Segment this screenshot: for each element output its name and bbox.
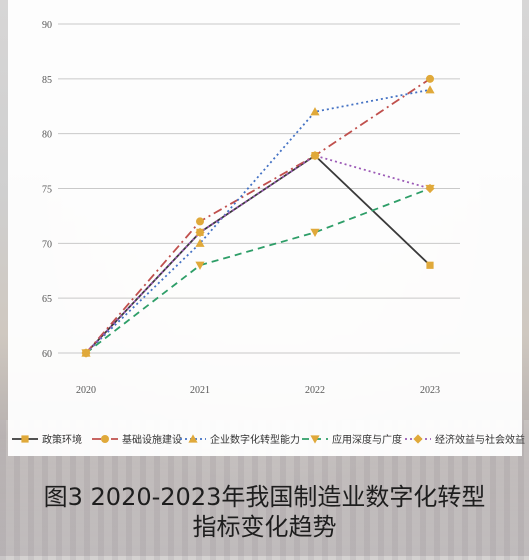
y-tick-label: 80 xyxy=(42,130,52,141)
legend-item: 政策环境 xyxy=(12,433,82,446)
chart-panel xyxy=(8,0,522,456)
series-line-4 xyxy=(85,187,431,354)
legend-marker xyxy=(101,435,109,443)
series-line-3 xyxy=(85,88,431,354)
series-2-point xyxy=(196,217,204,226)
legend-label: 应用深度与广度 xyxy=(332,433,402,446)
y-tick-label: 60 xyxy=(42,349,52,360)
legend-marker xyxy=(188,434,198,443)
series-1-point xyxy=(426,261,434,269)
line-chart: 60 65 70 75 80 85 90 2020 2021 2022 2023 政策环境 基础设施建设… xyxy=(12,20,525,446)
legend-marker xyxy=(413,434,423,444)
legend-label: 政策环境 xyxy=(42,433,82,446)
legend-marker xyxy=(310,435,320,444)
legend-item: 基础设施建设 xyxy=(92,433,182,446)
series-5-point xyxy=(195,227,205,237)
x-tick-label: 2023 xyxy=(420,385,440,396)
legend-label: 基础设施建设 xyxy=(122,433,182,446)
y-tick-label: 65 xyxy=(42,294,52,305)
series-4-point xyxy=(310,228,320,237)
legend-item: 企业数字化转型能力 xyxy=(180,433,300,446)
y-tick-label: 70 xyxy=(42,239,52,250)
legend-item: 经济效益与社会效益 xyxy=(405,433,525,446)
caption-line-2: 指标变化趋势 xyxy=(192,513,337,541)
caption-line-1: 图3 2020-2023年我国制造业数字化转型 xyxy=(43,483,486,511)
legend-item: 应用深度与广度 xyxy=(302,433,402,446)
series-line-5 xyxy=(85,154,431,354)
legend-label: 企业数字化转型能力 xyxy=(210,433,300,446)
series-5-point xyxy=(425,183,435,194)
series-5-point xyxy=(81,348,91,358)
series-3-point xyxy=(195,238,205,247)
y-tick-label: 90 xyxy=(42,20,52,31)
legend-marker xyxy=(21,435,29,443)
legend-label: 经济效益与社会效益 xyxy=(435,433,525,446)
series-line-2 xyxy=(85,78,431,354)
y-tick-label: 85 xyxy=(42,75,52,86)
series-4-point xyxy=(195,261,205,270)
series-3-point xyxy=(425,85,435,94)
series-3-point xyxy=(310,107,320,116)
y-tick-label: 75 xyxy=(42,185,52,196)
x-tick-label: 2020 xyxy=(76,385,96,396)
figure-caption: 图3 2020-2023年我国制造业数字化转型 指标变化趋势 xyxy=(0,482,529,542)
series-line-1 xyxy=(85,154,431,354)
series-2-point xyxy=(426,74,434,83)
x-tick-label: 2022 xyxy=(305,385,325,396)
series-5-point xyxy=(310,151,320,161)
x-tick-label: 2021 xyxy=(190,385,210,396)
